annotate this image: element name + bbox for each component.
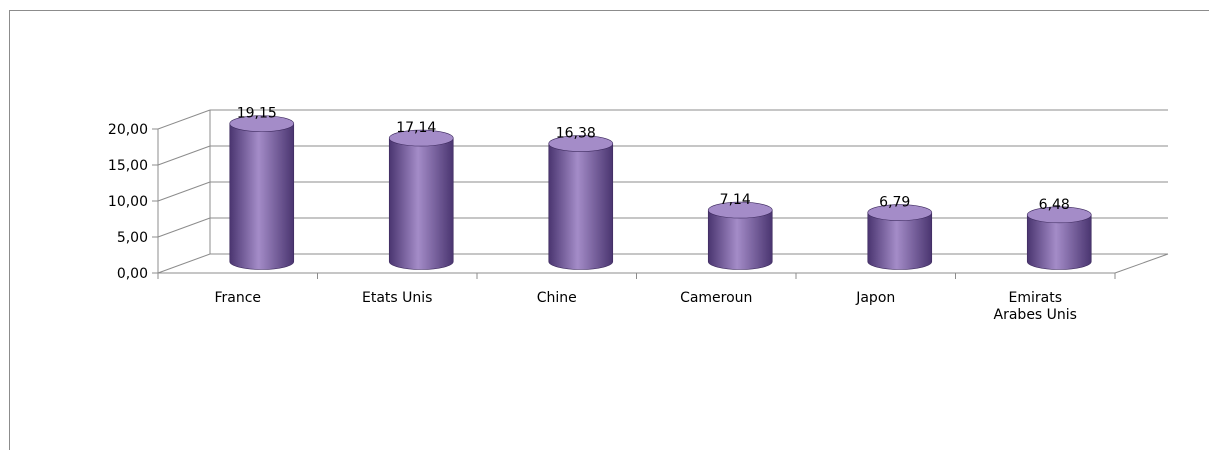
bar-france: [229, 115, 295, 270]
data-label: 7,14: [720, 192, 751, 208]
data-label: 17,14: [396, 120, 436, 136]
data-label: 16,38: [556, 126, 596, 142]
gridline-side: [157, 145, 211, 166]
data-label: 19,15: [237, 106, 277, 122]
chart-bars: [229, 115, 1092, 270]
bar-top: [707, 201, 773, 219]
bar-body: [388, 137, 454, 270]
x-tick-label: Etats Unis: [362, 290, 432, 306]
chart-gridlines: [157, 109, 1169, 274]
gridline-side: [157, 109, 211, 130]
bar-body: [1026, 214, 1092, 270]
bar-top: [1026, 206, 1092, 224]
bar-body: [707, 209, 773, 270]
gridline-side: [157, 253, 211, 274]
bar-top: [867, 204, 933, 221]
y-tick-label: 15,00: [108, 158, 148, 174]
y-tick-label: 5,00: [117, 230, 148, 246]
x-tick-label: Japon: [855, 290, 895, 306]
floor-edge: [1114, 253, 1169, 274]
x-tick-label: Arabes Unis: [994, 307, 1077, 323]
y-tick-label: 10,00: [108, 194, 148, 210]
bar-body: [867, 212, 933, 270]
x-tick-label: Chine: [537, 290, 577, 306]
bar-japon: [867, 204, 933, 270]
bar-body: [548, 143, 614, 270]
x-tick-label: Emirats: [1009, 290, 1063, 306]
chart-labels: 0,00 5,00 10,00 15,00 20,00 19,15 17,14 16,38 7,…: [108, 106, 1077, 323]
x-tick-label: France: [214, 290, 261, 306]
bar-cameroun: [707, 201, 773, 270]
data-label: 6,79: [879, 195, 910, 211]
bar-emirats-arabes-unis: [1026, 206, 1092, 270]
bar-top: [548, 135, 614, 152]
gridline-side: [157, 181, 211, 202]
bar-body: [229, 123, 295, 270]
y-tick-label: 0,00: [117, 266, 148, 282]
bar-chine: [548, 135, 614, 270]
bar-top: [388, 129, 454, 147]
data-label: 6,48: [1039, 197, 1070, 213]
chart-axes: [152, 128, 1116, 279]
bar-etats-unis: [388, 129, 454, 270]
x-tick-label: Cameroun: [680, 290, 752, 306]
y-tick-label: 20,00: [108, 122, 148, 138]
bar-top: [229, 115, 295, 132]
gridline-side: [157, 217, 211, 238]
